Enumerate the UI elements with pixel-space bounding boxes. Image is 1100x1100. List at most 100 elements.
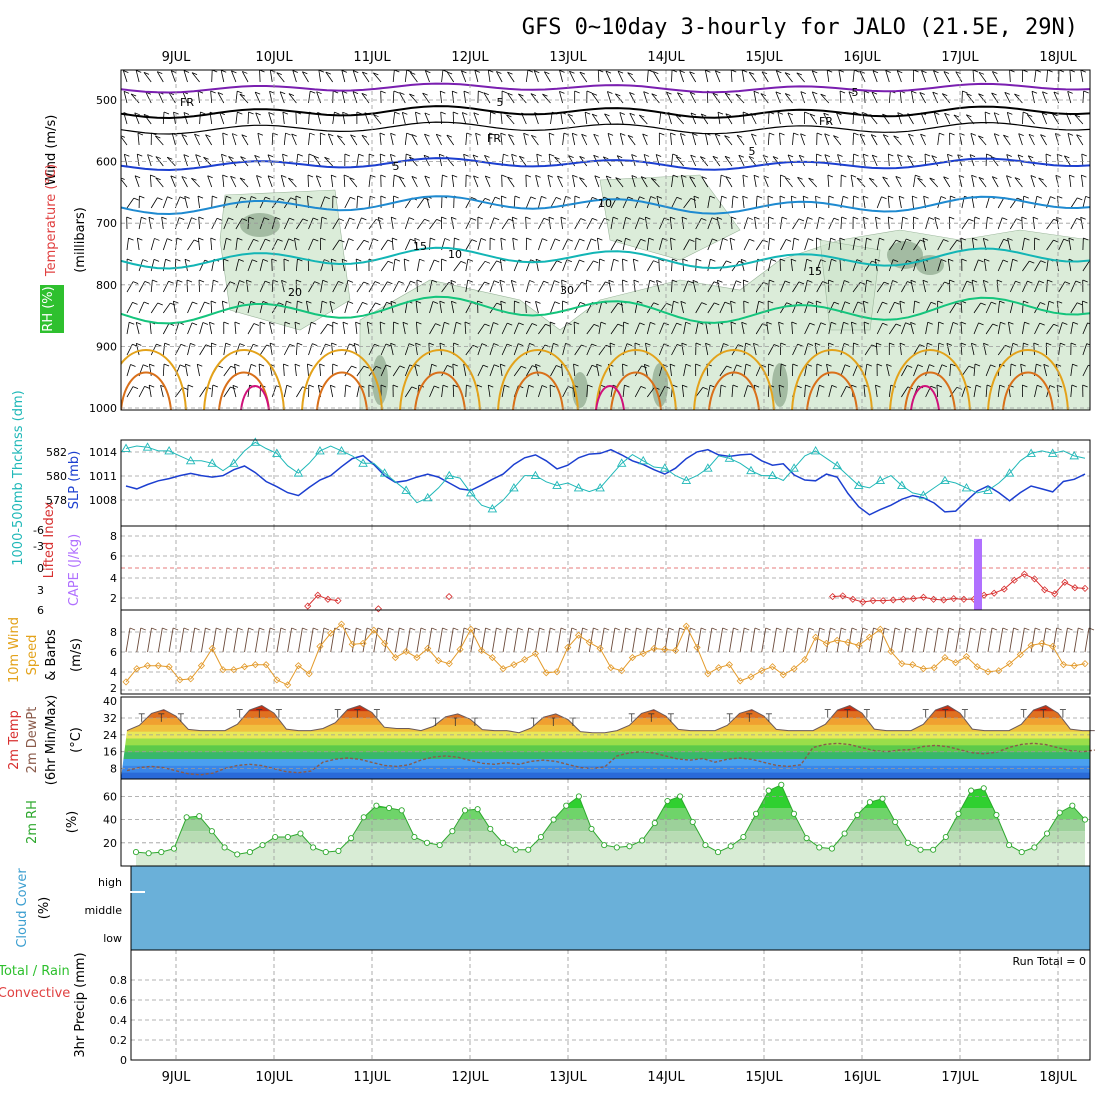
wind-barb bbox=[1058, 281, 1066, 293]
wind-barb bbox=[943, 176, 951, 188]
wind-barb bbox=[973, 364, 976, 377]
wind-barb bbox=[973, 322, 979, 335]
wind-barb-flag bbox=[653, 71, 659, 75]
wind-barb bbox=[283, 133, 286, 146]
wind-barb-flag bbox=[689, 239, 695, 242]
wind-barb bbox=[489, 196, 496, 209]
wind-barb bbox=[247, 301, 252, 314]
wind10-barb-flag bbox=[474, 627, 480, 631]
wind-barb-flag bbox=[631, 154, 637, 157]
wind-barb-flag bbox=[181, 134, 187, 137]
wind-barb bbox=[198, 279, 200, 293]
wind-barb bbox=[643, 154, 648, 167]
wind-barb-flag bbox=[422, 92, 428, 96]
wind-barb bbox=[160, 385, 164, 398]
wind-barb-flag bbox=[306, 300, 312, 304]
temp-band bbox=[121, 710, 1090, 718]
wind-barb bbox=[1056, 385, 1060, 398]
wind-barb bbox=[344, 197, 351, 209]
wind-barb-flag bbox=[726, 365, 732, 369]
wind-barb bbox=[562, 259, 568, 272]
wind-barb bbox=[888, 302, 895, 314]
wind-barb bbox=[477, 323, 485, 335]
wind-barb-flag bbox=[672, 279, 678, 283]
wind-barb-flag bbox=[332, 195, 339, 199]
wind-barb bbox=[1069, 175, 1072, 188]
wind10-barb-flag bbox=[140, 627, 146, 631]
wind-barb-flag bbox=[581, 281, 587, 285]
wind-barb-flag bbox=[830, 237, 836, 241]
wind-barb-flag bbox=[837, 154, 843, 157]
wind10-barb-flag bbox=[830, 627, 836, 631]
wind-barb bbox=[162, 281, 169, 293]
wind-barb-flag bbox=[798, 218, 805, 222]
li-ytick: -6 bbox=[33, 524, 44, 537]
wind-barb bbox=[155, 135, 164, 146]
wind-barb bbox=[859, 133, 866, 146]
wind-barb-flag bbox=[617, 155, 623, 158]
wind-barb bbox=[792, 238, 795, 251]
date-label-bottom: 18JUL bbox=[1039, 1070, 1077, 1085]
wind-barb bbox=[1067, 91, 1072, 104]
wind-barb bbox=[535, 175, 539, 188]
wind-barb-flag bbox=[171, 70, 177, 74]
wind-barb bbox=[259, 70, 261, 83]
wind10-marker bbox=[499, 665, 507, 673]
wind-barb bbox=[380, 260, 389, 272]
wind-barb bbox=[547, 175, 551, 188]
wind-barb-flag bbox=[307, 174, 314, 178]
wind10-barb bbox=[136, 627, 142, 653]
wind-barb bbox=[489, 343, 494, 356]
wind-barb-flag bbox=[607, 91, 613, 94]
wind-barb-flag bbox=[793, 237, 800, 241]
rh-shading bbox=[359, 229, 1090, 410]
wind-barb bbox=[1082, 260, 1090, 272]
wind-barb bbox=[778, 385, 781, 398]
wind10-barb-flag bbox=[991, 627, 998, 631]
wind-barb-flag bbox=[500, 300, 506, 304]
wind-barb-flag bbox=[531, 323, 538, 326]
wind-barb-flag bbox=[639, 114, 645, 118]
wind10-barb-flag bbox=[787, 627, 793, 631]
wind-barb-flag bbox=[749, 238, 755, 242]
wind-barb bbox=[1046, 324, 1054, 335]
wind-barb bbox=[404, 238, 411, 251]
wind-barb bbox=[518, 156, 527, 167]
wind-barb-flag bbox=[1006, 154, 1012, 157]
wind-barb bbox=[368, 281, 376, 293]
rh-label: RH (%) bbox=[41, 286, 56, 331]
wind-barb bbox=[743, 239, 750, 251]
rh-ytick: 40 bbox=[103, 814, 117, 827]
wind-barb-flag bbox=[385, 364, 392, 368]
wind-barb-flag bbox=[518, 322, 524, 326]
rh-dark-shading bbox=[240, 213, 280, 237]
precip-ytick: 0.6 bbox=[110, 994, 128, 1007]
wind-barb-flag bbox=[736, 134, 743, 138]
wind-barb bbox=[417, 197, 425, 209]
wind-barb-flag bbox=[888, 216, 894, 220]
wind-barb-flag bbox=[239, 177, 246, 181]
wind-barb-flag bbox=[398, 280, 404, 284]
wind-barb-flag bbox=[1030, 175, 1037, 178]
wind-barb bbox=[424, 133, 430, 146]
wind-barb-flag bbox=[769, 237, 775, 241]
wind-barb-flag bbox=[642, 133, 648, 137]
wind-barb bbox=[695, 322, 699, 335]
wind-barb-flag bbox=[741, 258, 747, 262]
wind10-marker bbox=[273, 676, 281, 684]
wind-barb-flag bbox=[262, 258, 269, 262]
wind-barb-flag bbox=[762, 239, 768, 243]
wind10-marker bbox=[240, 663, 249, 671]
wind-barb-flag bbox=[807, 343, 814, 346]
wind-barb-flag bbox=[185, 363, 191, 367]
wind10-marker bbox=[833, 636, 841, 644]
wind-barb bbox=[681, 343, 684, 356]
wind-barb bbox=[269, 343, 273, 356]
wind10-marker bbox=[898, 660, 906, 668]
wind10-barb bbox=[254, 627, 260, 653]
wind-barb-flag bbox=[529, 280, 535, 283]
wind-barb bbox=[150, 302, 159, 314]
wind-barb bbox=[1034, 280, 1040, 293]
wind-barb bbox=[876, 196, 882, 209]
wind10-barb bbox=[491, 627, 497, 653]
